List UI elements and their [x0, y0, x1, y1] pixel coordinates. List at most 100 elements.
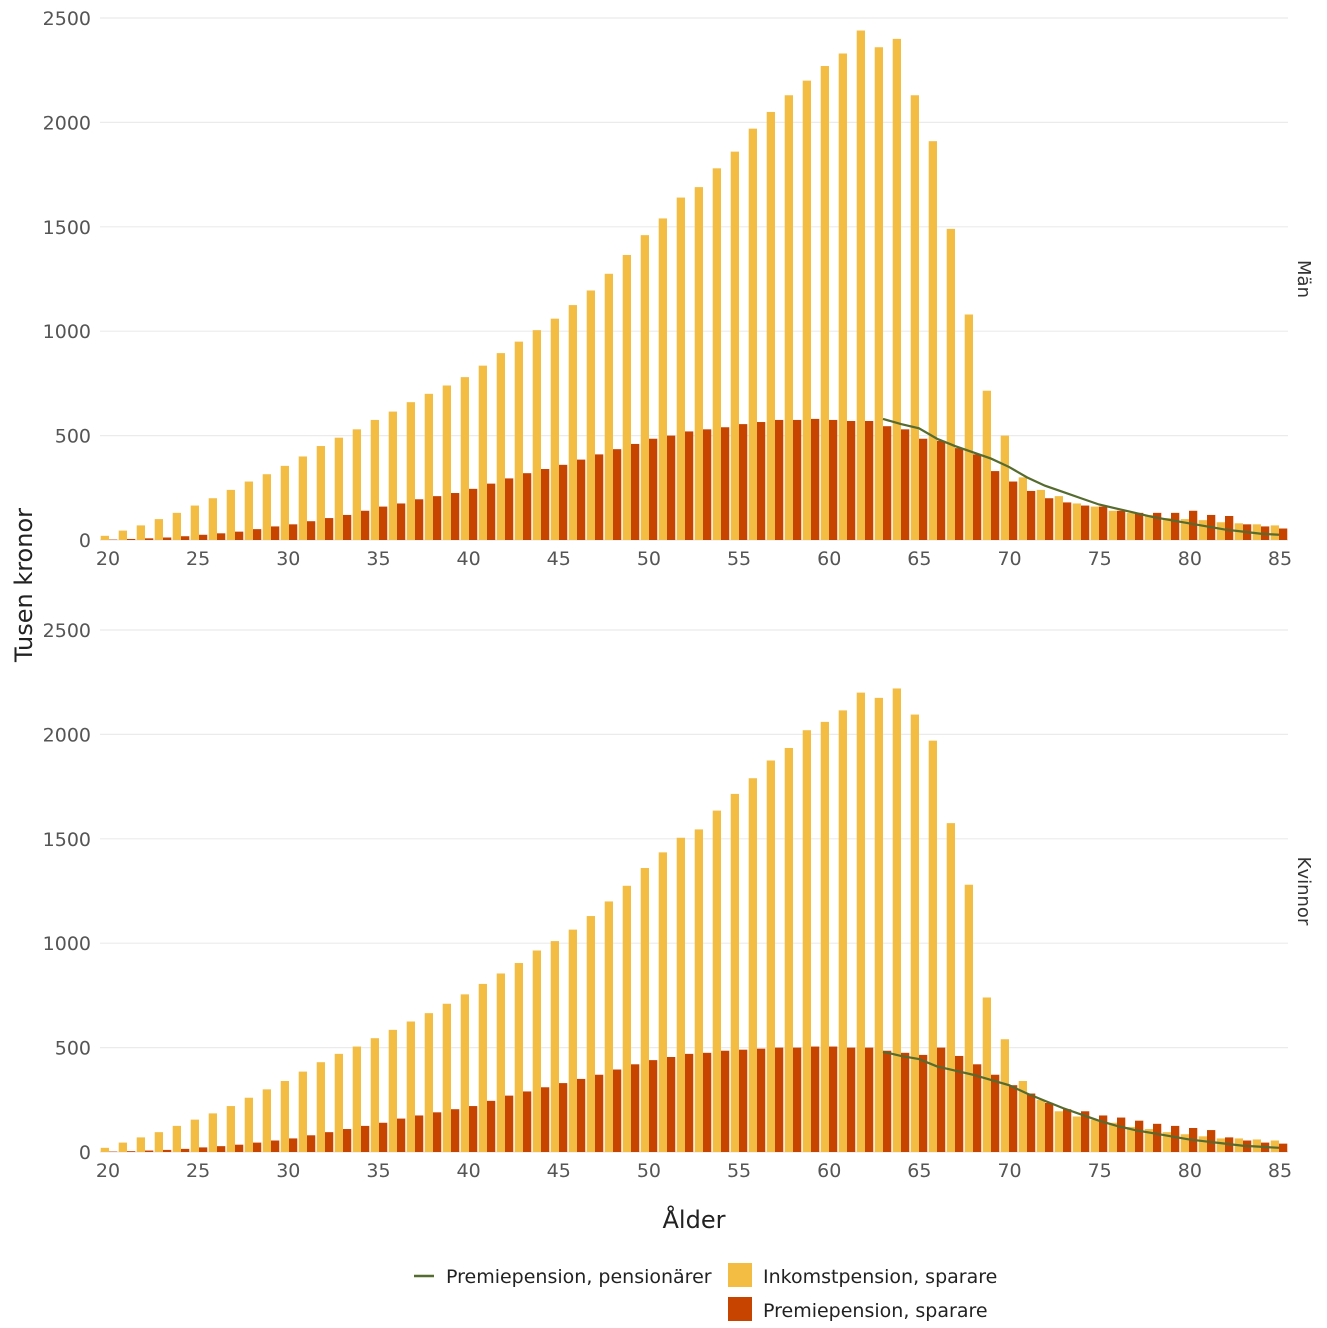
bar-premie — [415, 1115, 423, 1152]
bar-inkomst — [965, 314, 973, 540]
bar-inkomst — [209, 498, 217, 540]
x-tick-label: 55 — [727, 548, 751, 570]
bar-inkomst — [1181, 1134, 1189, 1152]
y-tick-label: 1500 — [43, 217, 91, 239]
bar-premie — [271, 526, 279, 540]
bar-premie — [775, 1048, 783, 1152]
bar-premie — [235, 1145, 243, 1152]
bar-premie — [1135, 1121, 1143, 1152]
bar-inkomst — [857, 31, 865, 540]
bar-inkomst — [1217, 522, 1225, 540]
bar-premie — [883, 1051, 891, 1152]
y-tick-label: 1000 — [43, 933, 91, 955]
bar-premie — [487, 1101, 495, 1152]
bar-inkomst — [515, 342, 523, 540]
bar-premie — [703, 1053, 711, 1152]
bar-inkomst — [461, 994, 469, 1152]
bar-inkomst — [1001, 436, 1009, 540]
bar-inkomst — [1001, 1039, 1009, 1152]
bar-inkomst — [1019, 477, 1027, 540]
y-tick-label: 500 — [55, 1038, 91, 1060]
bar-inkomst — [695, 829, 703, 1152]
bar-inkomst — [659, 218, 667, 540]
bar-inkomst — [605, 901, 613, 1152]
bar-inkomst — [857, 693, 865, 1152]
x-tick-label: 30 — [276, 1160, 300, 1182]
bar-inkomst — [551, 941, 559, 1152]
bar-premie — [217, 1146, 225, 1152]
bar-premie — [1027, 491, 1035, 540]
bar-inkomst — [371, 420, 379, 540]
bar-premie — [253, 1143, 261, 1152]
bar-inkomst — [1163, 518, 1171, 540]
x-axis-title: Ålder — [663, 1205, 726, 1234]
bar-premie — [361, 511, 369, 540]
bar-inkomst — [389, 1030, 397, 1152]
bar-premie — [937, 441, 945, 540]
bar-premie — [973, 454, 981, 540]
bar-inkomst — [371, 1038, 379, 1152]
bar-premie — [307, 1135, 315, 1152]
bar-inkomst — [749, 129, 757, 540]
bar-inkomst — [947, 229, 955, 540]
bar-inkomst — [335, 438, 343, 540]
bar-inkomst — [731, 152, 739, 540]
bar-premie — [937, 1048, 945, 1152]
bar-premie — [199, 1147, 207, 1152]
bar-premie — [793, 1048, 801, 1152]
bar-inkomst — [101, 536, 109, 540]
bar-premie — [271, 1141, 279, 1152]
bar-inkomst — [569, 930, 577, 1152]
bar-inkomst — [893, 39, 901, 540]
y-axis-title: Tusen kronor — [10, 508, 38, 663]
x-tick-label: 25 — [186, 548, 210, 570]
bar-premie — [685, 431, 693, 540]
bar-premie — [631, 1064, 639, 1152]
bar-premie — [847, 1048, 855, 1152]
bar-inkomst — [821, 722, 829, 1152]
bar-premie — [397, 503, 405, 540]
bar-premie — [433, 496, 441, 540]
bar-premie — [505, 478, 513, 540]
bar-inkomst — [839, 710, 847, 1152]
bar-inkomst — [353, 1047, 361, 1152]
bar-premie — [289, 1138, 297, 1152]
x-tick-label: 50 — [637, 1160, 661, 1182]
y-tick-label: 2000 — [43, 724, 91, 746]
bar-inkomst — [119, 1143, 127, 1152]
bar-premie — [1063, 502, 1071, 540]
bar-inkomst — [1271, 525, 1279, 540]
bar-premie — [829, 1047, 837, 1152]
bar-inkomst — [1091, 507, 1099, 540]
bar-inkomst — [641, 235, 649, 540]
y-tick-label: 500 — [55, 426, 91, 448]
bar-premie — [811, 419, 819, 540]
bar-inkomst — [983, 391, 991, 540]
y-tick-label: 2500 — [43, 620, 91, 642]
bar-premie — [181, 536, 189, 540]
bar-inkomst — [1055, 496, 1063, 540]
bar-premie — [235, 532, 243, 540]
bar-inkomst — [803, 81, 811, 540]
bar-inkomst — [299, 456, 307, 540]
legend-inkomst-swatch — [728, 1263, 752, 1287]
bar-inkomst — [587, 916, 595, 1152]
bar-premie — [577, 460, 585, 540]
bar-premie — [199, 535, 207, 540]
bar-premie — [415, 499, 423, 540]
bar-premie — [685, 1054, 693, 1152]
bar-inkomst — [983, 997, 991, 1152]
bar-inkomst — [209, 1113, 217, 1152]
bar-premie — [829, 420, 837, 540]
bar-premie — [559, 465, 567, 540]
bar-inkomst — [1091, 1120, 1099, 1152]
bar-inkomst — [497, 353, 505, 540]
bar-premie — [1171, 1126, 1179, 1152]
bar-inkomst — [695, 187, 703, 540]
bar-inkomst — [299, 1072, 307, 1152]
bar-inkomst — [1127, 513, 1135, 540]
bar-inkomst — [407, 402, 415, 540]
